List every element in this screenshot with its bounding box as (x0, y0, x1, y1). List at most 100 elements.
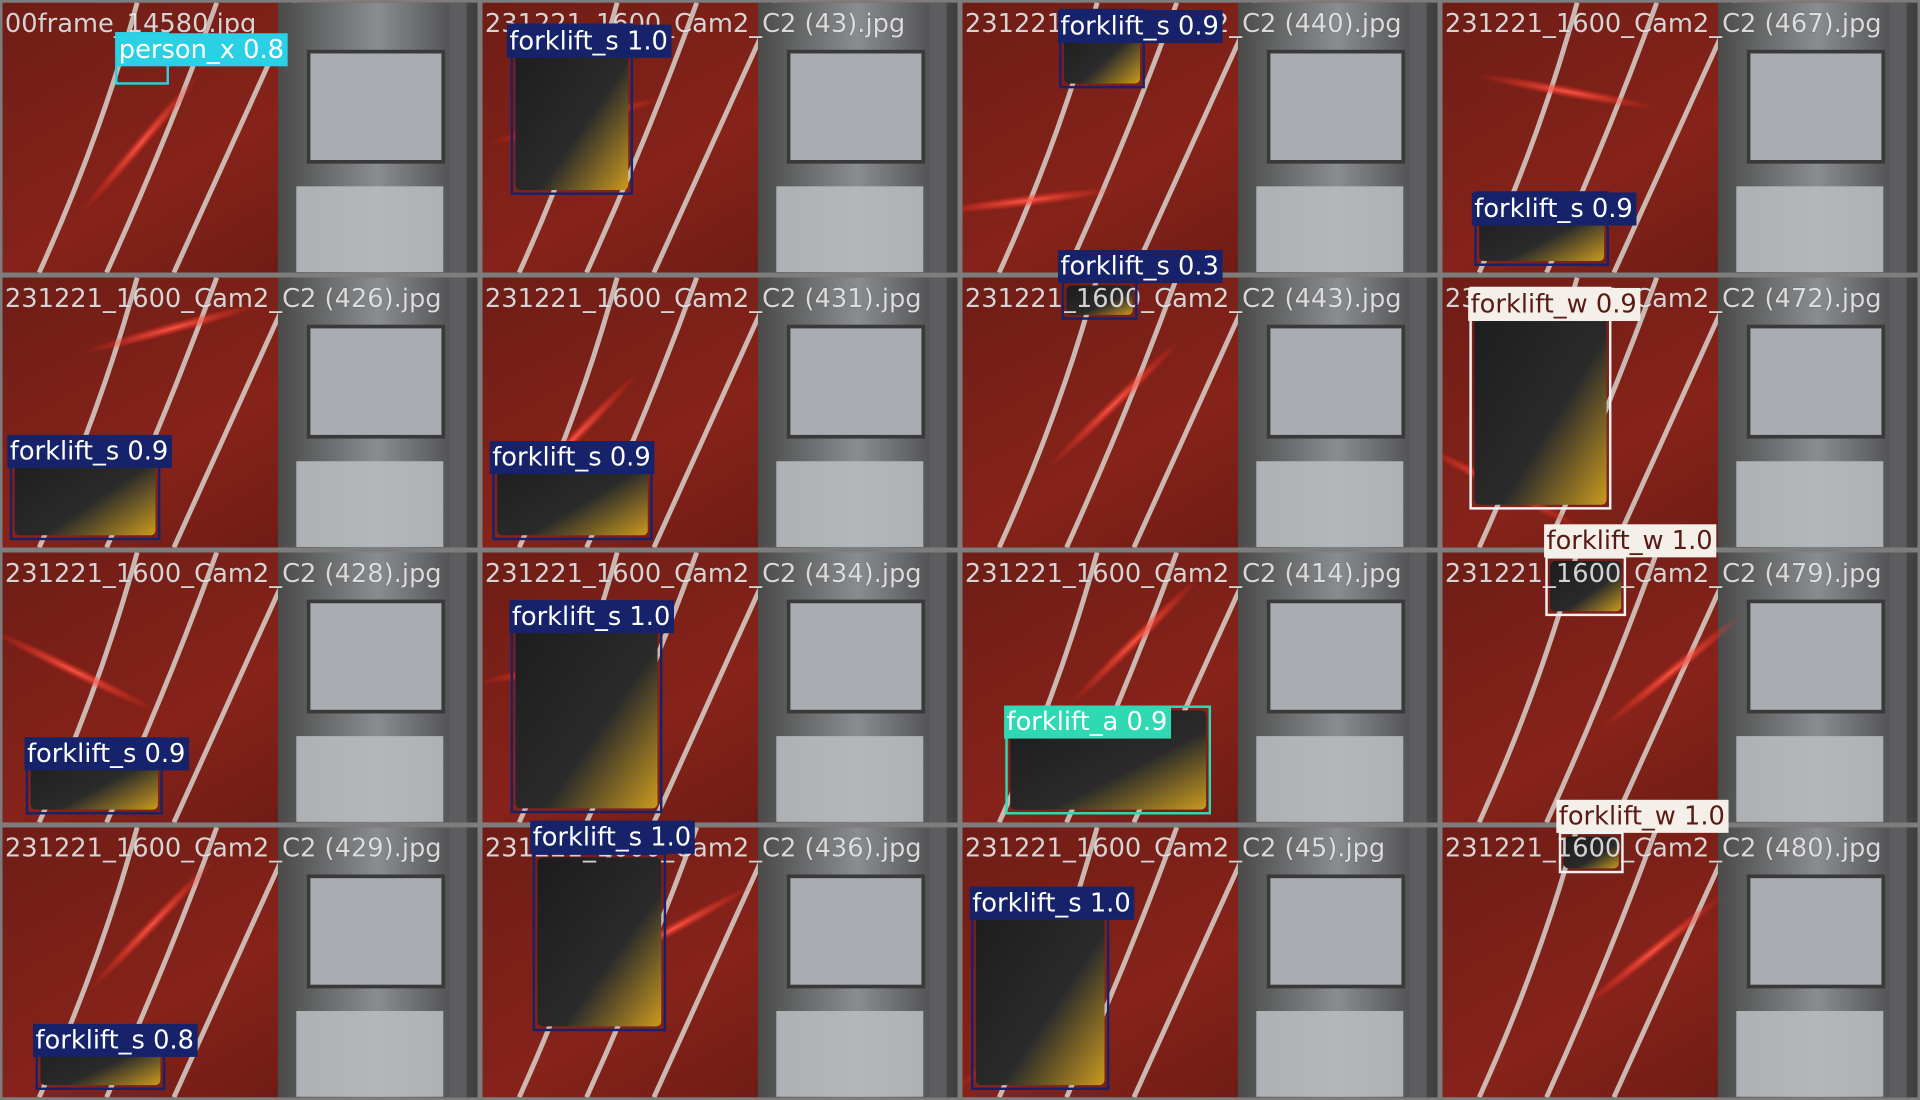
floor-line (584, 2, 700, 273)
machine-box (786, 874, 926, 989)
machine-rail (449, 277, 467, 548)
machine-box (1746, 49, 1886, 164)
forklift (1474, 291, 1607, 505)
floor-line (1064, 277, 1180, 548)
detection-label: forklift_s 1.0 (512, 602, 670, 632)
forklift (975, 891, 1105, 1086)
laser (1601, 612, 1744, 730)
tile-image (482, 552, 958, 823)
machine-box (1256, 1011, 1404, 1097)
detection-label-bg (1468, 287, 1641, 322)
machine-box (296, 1011, 444, 1097)
machine-box (296, 461, 444, 547)
machine-rail (929, 827, 947, 1098)
laser (1069, 576, 1201, 706)
forklift (1563, 836, 1619, 869)
filename: 231221_1600_Cam2_C2 (429).jpg (5, 834, 442, 864)
detection-label: forklift_s 0.9 (10, 437, 168, 467)
tile-image (962, 552, 1438, 823)
detection-label-bg (1471, 192, 1637, 226)
machine-rail (1889, 827, 1907, 1098)
machine-box (1256, 186, 1404, 273)
machine-rail (449, 2, 467, 273)
forklift (515, 605, 658, 809)
detection-label-bg (116, 33, 288, 67)
machine-box (306, 599, 446, 714)
filename: 231221_1600_Cam2_C2 (467).jpg (1445, 9, 1882, 39)
machine-box (776, 186, 924, 273)
machine-box (776, 736, 924, 822)
tile-image (2, 552, 478, 823)
tile-image (1442, 827, 1918, 1098)
detection-label: forklift_s 0.8 (36, 1026, 194, 1056)
machine-box (1746, 324, 1886, 439)
detection-label-bg (509, 600, 674, 634)
machine-box (776, 461, 924, 547)
detection-label-bg (1057, 10, 1223, 44)
filename: 231221_1600_Cam2_C2 (480).jpg (1445, 834, 1882, 864)
forklift (1550, 561, 1622, 612)
filename: 231221_1600_Cam2_C2 (428).jpg (5, 559, 442, 589)
machine-rail (1409, 2, 1427, 273)
machine-rail (929, 2, 947, 273)
detection-label: forklift_s 0.9 (492, 443, 650, 473)
machine-box (786, 324, 926, 439)
detection-label: forklift_s 1.0 (509, 26, 667, 56)
detection-label-bg (969, 886, 1135, 920)
machine-rail (1409, 277, 1427, 548)
floor-line (1544, 827, 1660, 1098)
detection-label-bg (530, 820, 695, 854)
laser (83, 303, 261, 354)
laser (962, 188, 1118, 214)
detection-label-bg (24, 737, 190, 771)
tile-image (482, 827, 958, 1098)
machine-box (1736, 1011, 1884, 1097)
floor-line (1544, 552, 1660, 823)
filename: 231221_1600_Cam2_C2 (414).jpg (965, 559, 1402, 589)
machine-box (1256, 461, 1404, 547)
machine-box (306, 874, 446, 989)
detection-label-bg (1556, 799, 1729, 833)
machine-box (1746, 599, 1886, 714)
filename: 231221_1600_Cam2_C2 (443).jpg (965, 284, 1402, 314)
tile-image (962, 277, 1438, 548)
machine-box (296, 186, 444, 273)
machine-rail (1889, 2, 1907, 273)
detection-label: forklift_s 1.0 (533, 822, 691, 852)
detection-label: forklift_s 0.9 (1474, 194, 1632, 224)
machine-box (306, 324, 446, 439)
machine-rail (449, 827, 467, 1098)
laser (88, 858, 216, 992)
forklift (537, 857, 662, 1027)
detections: person_x 0.8 forklift_s 1.0 forklift_s 0.9… (7, 8, 1729, 1091)
machine-box (1736, 461, 1884, 547)
laser (2, 630, 157, 712)
detection-label-bg (506, 24, 672, 58)
machine-box (1266, 49, 1406, 164)
detection-label-bg (33, 1023, 198, 1057)
laser (1476, 74, 1658, 110)
detection-label-bg (1057, 250, 1223, 284)
machine-box (306, 49, 446, 164)
tile-image (1442, 2, 1918, 273)
machine-rail (1889, 277, 1907, 548)
filename: 231221_1600_Cam2_C2 (431).jpg (485, 284, 922, 314)
machine-box (296, 736, 444, 822)
detection-label-bg (1544, 524, 1717, 558)
detection-label-bg (7, 434, 172, 468)
machine-rail (929, 277, 947, 548)
tile-image (2, 827, 478, 1098)
machine-rail (1409, 552, 1427, 823)
tile-image (482, 277, 958, 548)
filename: 231221_1600_Cam2_C2 (426).jpg (5, 284, 442, 314)
machine-box (1736, 736, 1884, 822)
forklift (1066, 285, 1133, 315)
laser (1582, 892, 1726, 1009)
laser (81, 72, 202, 213)
detection-label: forklift_w 1.0 (1547, 526, 1713, 556)
tile-image (1442, 552, 1918, 823)
detection-label: forklift_s 1.0 (972, 888, 1130, 918)
machine-rail (1889, 552, 1907, 823)
